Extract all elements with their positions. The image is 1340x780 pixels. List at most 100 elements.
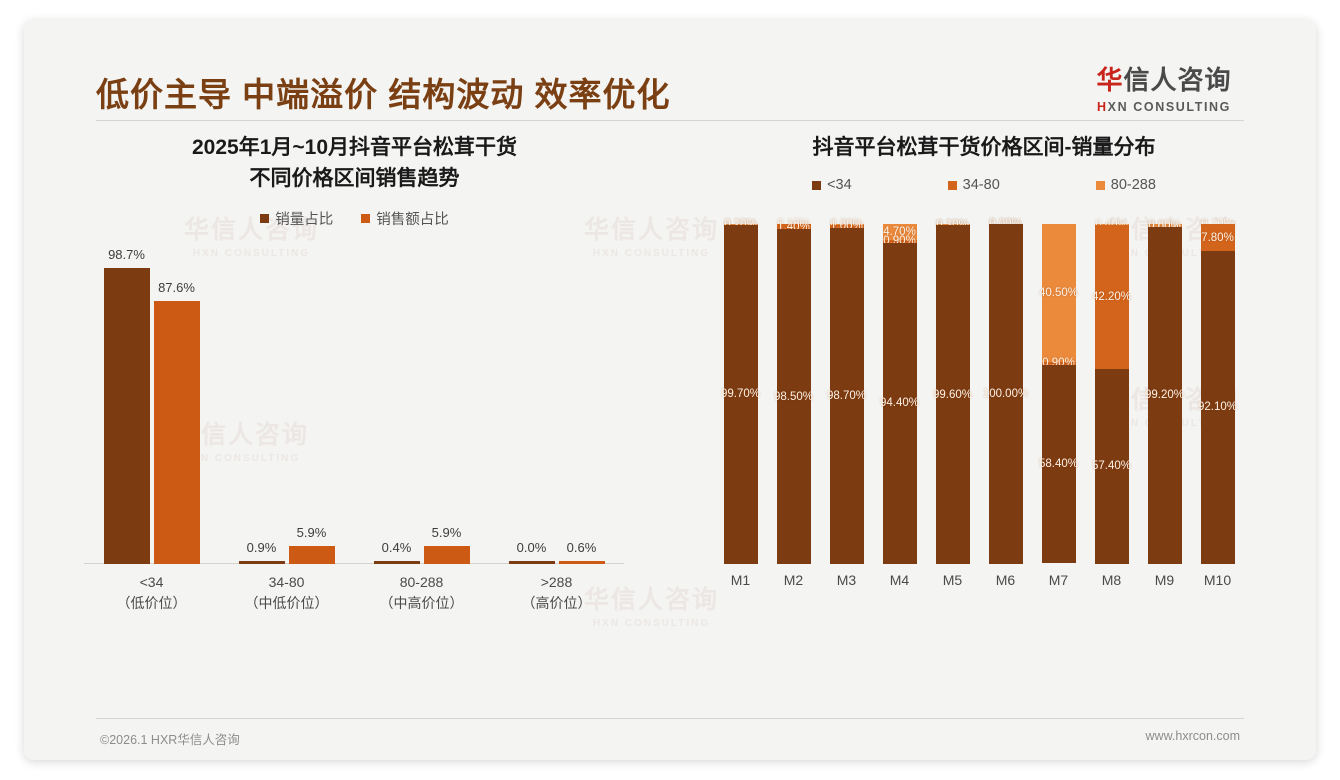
stack-segment-label: 99.70%: [720, 388, 761, 401]
legend-item-1[interactable]: 销售额占比: [361, 208, 449, 229]
stacked-bar-M1[interactable]: 0.20%0.10%99.70%: [720, 218, 761, 564]
bar->288-销量占比[interactable]: [508, 561, 555, 564]
legend-item-2[interactable]: 80-288: [1095, 177, 1156, 193]
stack-segment-M3-<34[interactable]: 98.70%: [826, 228, 867, 564]
right-chart-title-text: 抖音平台松茸干货价格区间-销量分布: [812, 136, 1156, 159]
page-title: 低价主导 中端溢价 结构波动 效率优化: [96, 76, 671, 113]
logo-cn-first-char: 华: [1096, 65, 1124, 95]
stack-segment-M1-<34[interactable]: 99.70%: [720, 225, 761, 564]
stack-segment-label: 99.20%: [1144, 389, 1185, 402]
x-axis-category-<34: <34 （低价位）: [77, 572, 227, 614]
bar->288-销售额占比[interactable]: [558, 561, 605, 564]
legend-label: <34: [827, 177, 852, 193]
bar-80-288-销量占比[interactable]: [373, 561, 420, 564]
x-axis-label-M8: M8: [1101, 572, 1122, 588]
x-axis-category-sublabel: （低价位）: [116, 595, 187, 611]
stack-segment-M7-80-288[interactable]: 40.50%: [1039, 224, 1078, 362]
x-axis-label-M6: M6: [995, 572, 1016, 588]
stacked-bar-M2[interactable]: 0.10%1.40%98.50%: [773, 218, 814, 564]
x-axis-category-34-80: 34-80 （中低价位）: [212, 572, 362, 614]
stacked-bar-M7[interactable]: 40.50% 0.90% 58.40%: [1038, 224, 1079, 564]
stack-segment-label: 92.10%: [1197, 401, 1238, 414]
bar-80-288-销售额占比[interactable]: [423, 546, 470, 564]
legend-swatch-icon: [260, 214, 270, 223]
legend-swatch-icon: [361, 214, 371, 223]
x-axis-label-M1: M1: [730, 572, 751, 588]
stack-segment-M10-34-80[interactable]: 7.80%: [1200, 224, 1235, 251]
bar-value-label: 0.4%: [381, 540, 412, 555]
bar-value-label: 5.9%: [431, 525, 462, 541]
bar-34-80-销售额占比[interactable]: [288, 546, 335, 564]
logo-cn-rest: 信人咨询: [1123, 65, 1232, 95]
stack-segment-M2-<34[interactable]: 98.50%: [773, 229, 814, 564]
x-axis-category-sublabel: （高价位）: [521, 595, 592, 611]
footer-copyright: ©2026.1 HXR华信人咨询: [100, 733, 240, 747]
left-chart-title-line2: 不同价格区间销售趋势: [249, 167, 460, 190]
stack-segment-label: 99.60%: [932, 388, 973, 401]
logo-en-first-char: H: [1097, 100, 1108, 114]
stacked-bar-M10[interactable]: 0.10%7.80%92.10%: [1197, 218, 1238, 564]
left-chart-title-line1: 2025年1月~10月抖音平台松茸干货: [191, 136, 518, 159]
stacked-bar-M5[interactable]: 0.30%0.10%99.60%: [932, 219, 973, 564]
footer-website: www.hxrcon.com: [1145, 729, 1240, 743]
stack-segment-M5-<34[interactable]: 99.60%: [932, 225, 973, 564]
bar-<34-销售额占比[interactable]: [153, 301, 200, 564]
slide-card: 华信人咨询 HXN CONSULTING 华信人咨询 HXN CONSULTIN…: [24, 20, 1316, 760]
stacked-bar-M9[interactable]: 0.80%0.00%99.20%: [1144, 219, 1185, 564]
stack-segment-M4-80-288[interactable]: 4.70%: [882, 224, 917, 240]
stack-segment-label: 57.40%: [1091, 460, 1132, 473]
stack-segment-label: 94.40%: [879, 397, 920, 410]
logo-en-text: HXN CONSULTING: [1084, 100, 1244, 114]
legend-item-1[interactable]: 34-80: [947, 177, 1000, 193]
legend-label: 80-288: [1110, 177, 1156, 193]
left-chart-axis-line: [84, 563, 624, 564]
stacked-bar-M4[interactable]: 4.70% 0.90% 94.40%: [879, 224, 920, 564]
bar-value-label: 0.6%: [566, 540, 597, 555]
x-axis-label-M2: M2: [783, 572, 804, 588]
stack-segment-M6-<34[interactable]: 100.00%: [983, 224, 1028, 564]
bar-34-80-销量占比[interactable]: [238, 561, 285, 564]
x-axis-label-M4: M4: [889, 572, 910, 588]
left-chart-panel: 2025年1月~10月抖音平台松茸干货 不同价格区间销售趋势 销量占比 销售额占比…: [72, 132, 637, 702]
stack-segment-label: 4.70%: [883, 225, 916, 238]
x-axis-category->288: >288 （高价位）: [482, 572, 632, 614]
legend-swatch-icon: [947, 180, 957, 190]
stacked-bar-M8[interactable]: 0.40%42.20%57.40%: [1091, 219, 1132, 564]
stack-segment-M4-<34[interactable]: 94.40%: [879, 243, 920, 564]
stack-segment-label: 7.80%: [1201, 231, 1234, 244]
x-axis-label-M9: M9: [1154, 572, 1175, 588]
x-axis-label-M7: M7: [1048, 572, 1069, 588]
stack-segment-M8-<34[interactable]: 57.40%: [1091, 368, 1132, 564]
stack-segment-label: 42.20%: [1091, 291, 1132, 304]
stack-segment-label: 98.50%: [773, 390, 814, 403]
x-axis-label-M10: M10: [1203, 572, 1232, 588]
stacked-bar-M3[interactable]: 0.20%1.00%98.70%: [826, 218, 867, 564]
footer-divider: [96, 718, 1244, 719]
stack-segment-M7-<34[interactable]: 58.40%: [1038, 364, 1079, 564]
stack-segment-label: 98.70%: [826, 389, 867, 402]
bar-<34-销量占比[interactable]: [103, 267, 150, 564]
x-axis-label-M3: M3: [836, 572, 857, 588]
brand-logo: 华信人咨询 HXN CONSULTING: [1084, 60, 1244, 114]
bar-value-label: 87.6%: [158, 280, 195, 296]
right-chart-title: 抖音平台松茸干货价格区间-销量分布: [704, 132, 1264, 163]
bar-value-label: 98.7%: [108, 246, 145, 262]
left-chart-title: 2025年1月~10月抖音平台松茸干货 不同价格区间销售趋势: [72, 132, 637, 194]
right-chart-legend: <34 34-80 80-288: [704, 177, 1264, 193]
bar-value-label: 5.9%: [296, 525, 327, 541]
bar-value-label: 0.0%: [516, 540, 547, 555]
stack-segment-M9-<34[interactable]: 99.20%: [1144, 226, 1185, 564]
x-axis-category-label: <34: [139, 574, 164, 590]
stack-segment-M10-<34[interactable]: 92.10%: [1197, 250, 1238, 564]
legend-item-0[interactable]: <34: [812, 177, 852, 193]
stacked-bar-M6[interactable]: 0.00%0.00%100.00%: [983, 218, 1028, 564]
right-chart-panel: 抖音平台松茸干货价格区间-销量分布 <34 34-80 80-288 0.20%0.…: [704, 132, 1264, 702]
x-axis-category-sublabel: （中低价位）: [244, 595, 329, 611]
legend-item-0[interactable]: 销量占比: [260, 208, 333, 229]
stack-segment-label: 100.00%: [982, 388, 1029, 400]
left-chart-legend: 销量占比 销售额占比: [72, 208, 637, 229]
stack-segment-M8-34-80[interactable]: 42.20%: [1091, 225, 1132, 369]
legend-label: 34-80: [962, 177, 1000, 193]
stack-segment-label: 58.40%: [1038, 458, 1079, 470]
x-axis-category-label: 34-80: [268, 574, 305, 590]
